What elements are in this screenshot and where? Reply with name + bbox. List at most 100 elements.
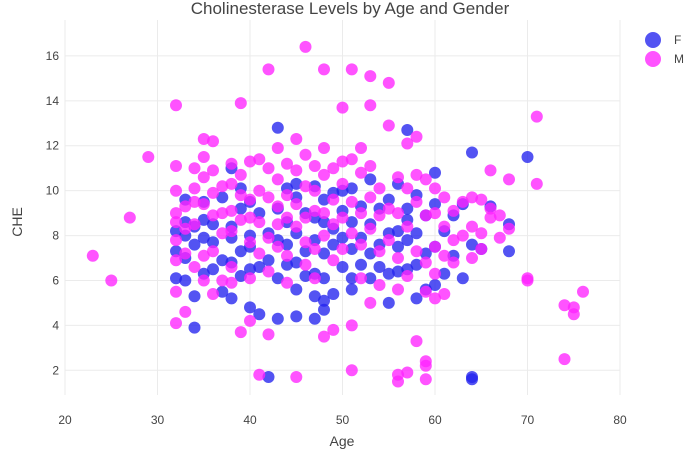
data-point[interactable] [345, 283, 358, 296]
data-point[interactable] [207, 245, 219, 258]
data-point[interactable] [419, 173, 432, 186]
data-point[interactable] [410, 335, 423, 348]
data-point[interactable] [484, 164, 497, 177]
data-point[interactable] [188, 218, 201, 231]
data-point[interactable] [336, 211, 349, 224]
data-point[interactable] [207, 209, 219, 222]
data-point[interactable] [503, 222, 515, 235]
data-point[interactable] [225, 157, 238, 170]
data-point[interactable] [401, 182, 414, 195]
data-point[interactable] [281, 157, 293, 170]
data-point[interactable] [318, 272, 330, 285]
data-point[interactable] [447, 234, 460, 247]
data-point[interactable] [466, 252, 478, 264]
data-point[interactable] [438, 191, 451, 204]
data-point[interactable] [318, 330, 330, 343]
data-point[interactable] [503, 245, 515, 258]
data-point[interactable] [392, 252, 404, 264]
data-point[interactable] [429, 279, 441, 291]
data-point[interactable] [234, 168, 247, 181]
data-point[interactable] [290, 310, 303, 323]
data-point[interactable] [271, 121, 284, 134]
data-point[interactable] [355, 207, 367, 220]
data-point[interactable] [207, 263, 219, 276]
data-point[interactable] [179, 274, 192, 287]
data-point[interactable] [262, 231, 275, 244]
data-point[interactable] [170, 216, 182, 229]
data-point[interactable] [290, 133, 303, 145]
data-point[interactable] [456, 195, 469, 208]
data-point[interactable] [466, 146, 478, 159]
data-point[interactable] [271, 142, 284, 154]
data-point[interactable] [327, 254, 340, 267]
data-point[interactable] [336, 177, 349, 190]
data-point[interactable] [401, 234, 414, 247]
data-point[interactable] [456, 229, 469, 242]
data-point[interactable] [419, 285, 432, 298]
data-point[interactable] [281, 189, 293, 202]
data-point[interactable] [382, 234, 395, 247]
data-point[interactable] [345, 272, 358, 285]
data-point[interactable] [290, 220, 303, 233]
data-point[interactable] [355, 272, 367, 285]
data-point[interactable] [216, 191, 229, 204]
data-point[interactable] [373, 279, 386, 291]
data-point[interactable] [170, 184, 182, 197]
data-point[interactable] [290, 198, 303, 211]
data-point[interactable] [105, 274, 118, 287]
data-point[interactable] [197, 151, 210, 163]
data-point[interactable] [188, 321, 201, 334]
data-point[interactable] [318, 294, 330, 307]
data-point[interactable] [447, 204, 460, 217]
data-point[interactable] [244, 155, 256, 168]
data-point[interactable] [244, 193, 256, 206]
data-point[interactable] [410, 258, 423, 271]
data-point[interactable] [392, 283, 404, 296]
data-point[interactable] [271, 173, 284, 186]
data-point[interactable] [401, 366, 414, 379]
data-point[interactable] [244, 263, 256, 276]
data-point[interactable] [234, 270, 247, 282]
data-point[interactable] [308, 234, 321, 247]
data-point[interactable] [419, 247, 432, 260]
data-point[interactable] [410, 130, 423, 143]
data-point[interactable] [438, 220, 451, 233]
data-point[interactable] [170, 207, 182, 220]
data-point[interactable] [419, 209, 432, 222]
data-point[interactable] [244, 314, 256, 327]
data-point[interactable] [429, 267, 441, 280]
data-point[interactable] [392, 171, 404, 184]
legend-item-m[interactable]: M [645, 51, 684, 67]
data-point[interactable] [244, 301, 256, 314]
data-point[interactable] [318, 63, 330, 76]
data-point[interactable] [392, 240, 404, 253]
data-point[interactable] [530, 110, 543, 123]
data-point[interactable] [234, 202, 247, 215]
data-point[interactable] [281, 276, 293, 289]
data-point[interactable] [318, 207, 330, 220]
data-point[interactable] [438, 288, 451, 300]
data-point[interactable] [382, 76, 395, 89]
data-point[interactable] [429, 207, 441, 220]
data-point[interactable] [216, 254, 229, 267]
data-point[interactable] [419, 373, 432, 386]
data-point[interactable] [170, 254, 182, 267]
data-point[interactable] [521, 272, 534, 285]
data-point[interactable] [392, 207, 404, 220]
legend-item-f[interactable]: F [645, 32, 681, 48]
data-point[interactable] [382, 267, 395, 280]
data-point[interactable] [225, 276, 238, 289]
data-point[interactable] [197, 231, 210, 244]
data-point[interactable] [345, 243, 358, 255]
data-point[interactable] [345, 63, 358, 76]
data-point[interactable] [225, 261, 238, 273]
data-point[interactable] [475, 193, 488, 206]
data-point[interactable] [345, 195, 358, 208]
data-point[interactable] [253, 247, 266, 260]
data-point[interactable] [234, 326, 247, 339]
data-point[interactable] [493, 231, 506, 244]
data-point[interactable] [216, 285, 229, 298]
data-point[interactable] [318, 168, 330, 181]
data-point[interactable] [188, 162, 201, 175]
data-point[interactable] [299, 180, 312, 193]
